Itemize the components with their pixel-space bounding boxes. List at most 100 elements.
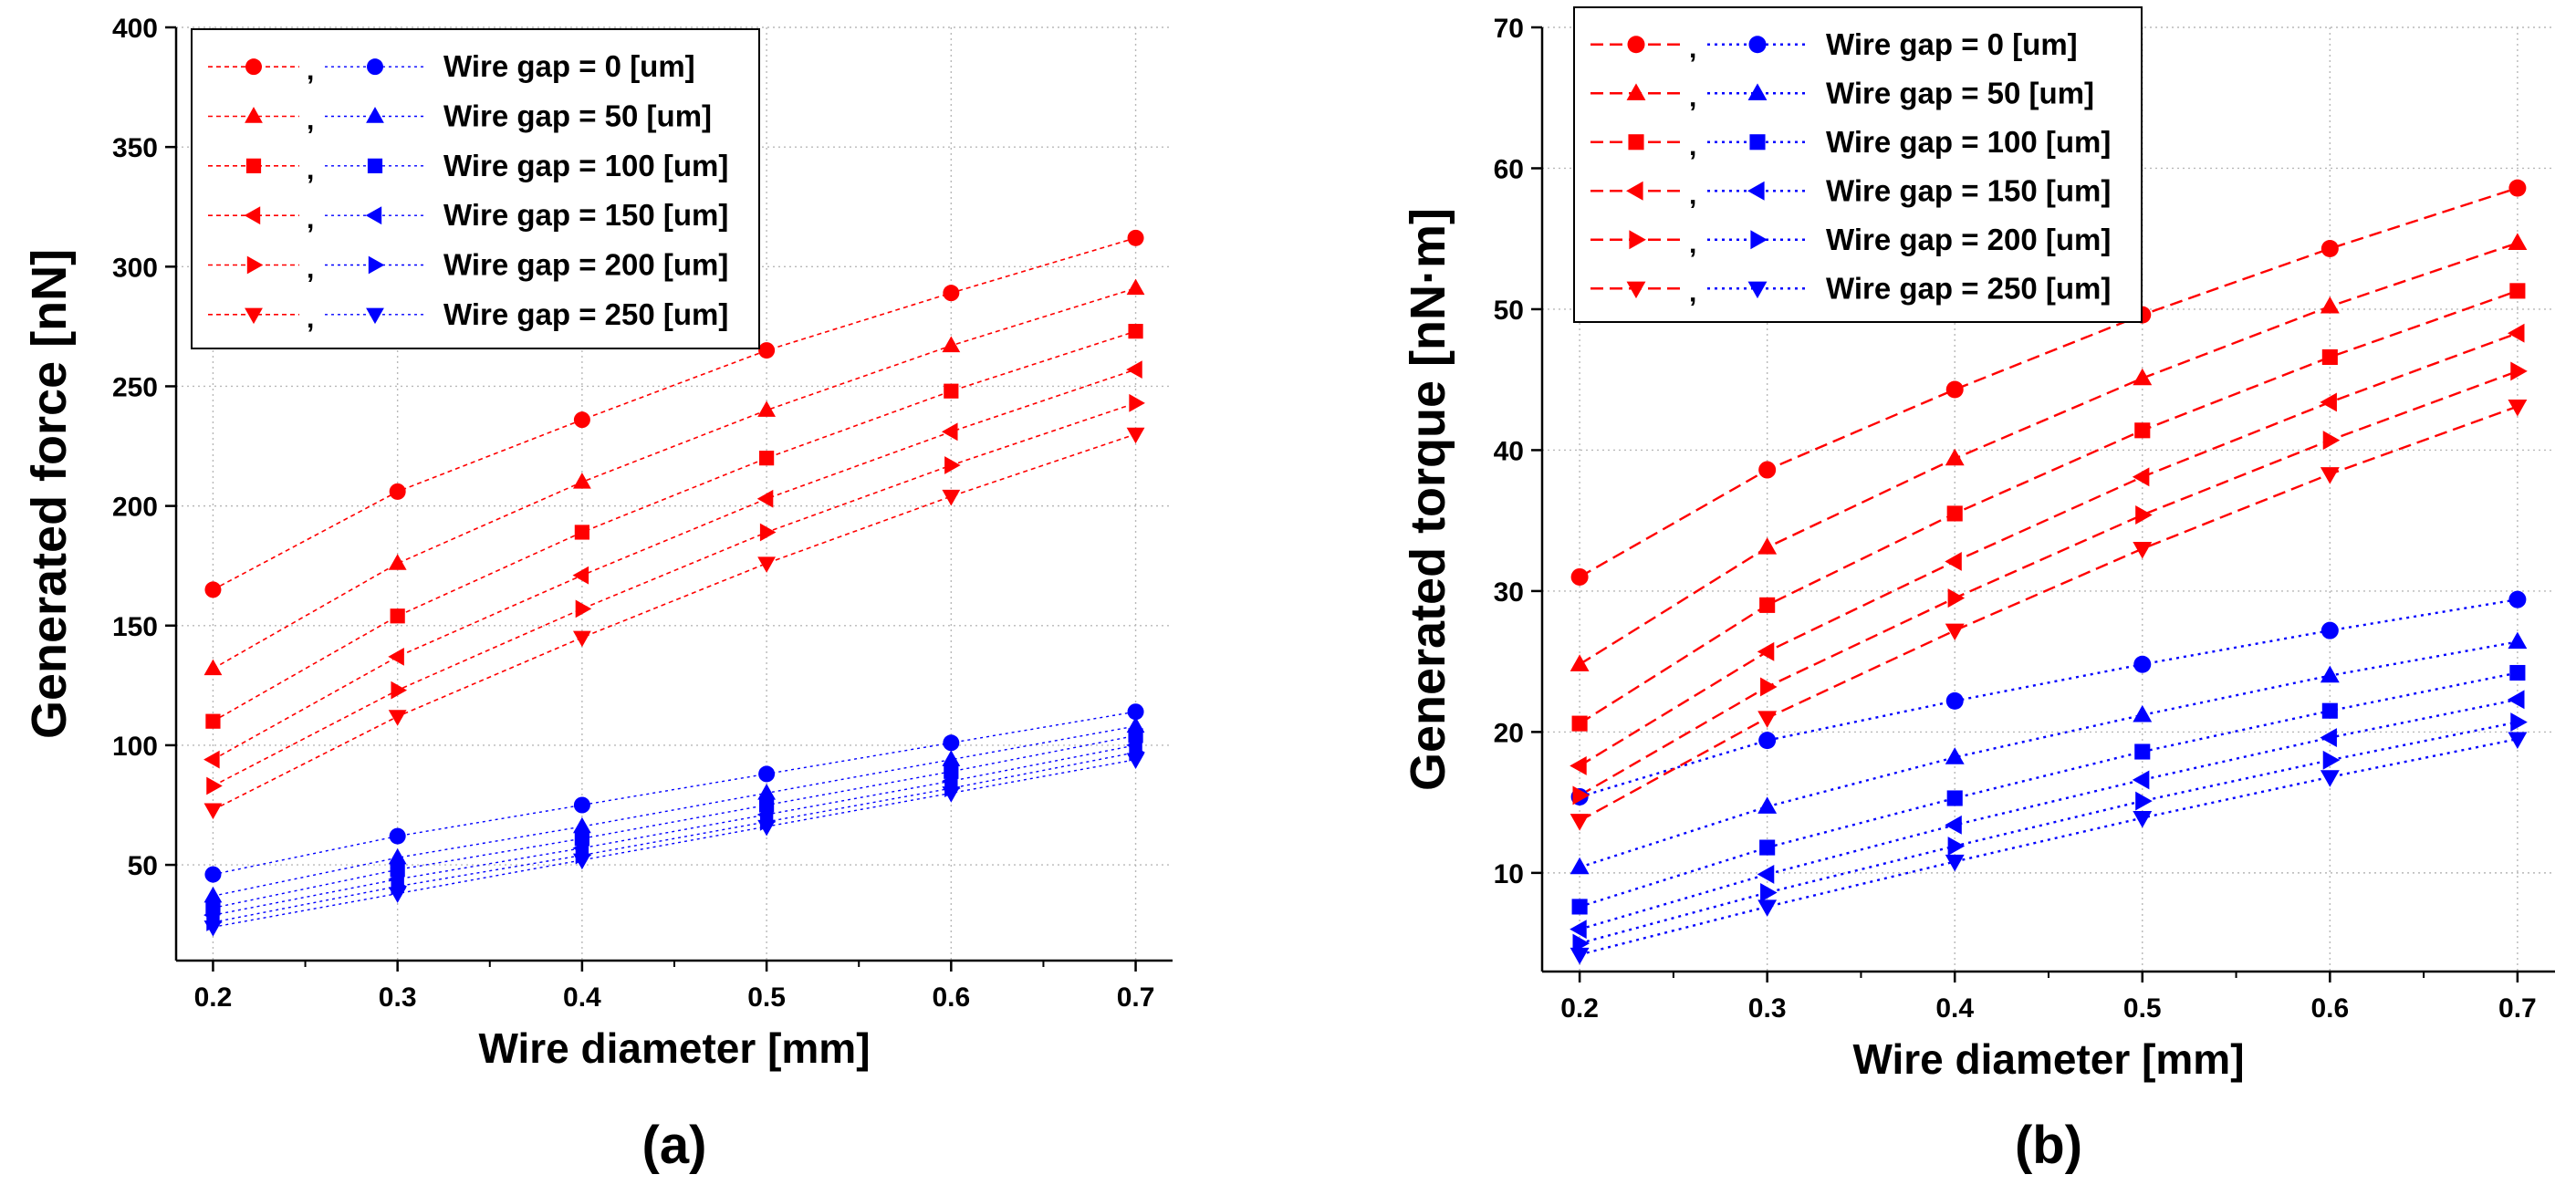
legend-entry-label: Wire gap = 0 [um] xyxy=(1826,27,2078,61)
legend-entry-label: Wire gap = 0 [um] xyxy=(443,49,695,83)
legend-red-square xyxy=(245,158,262,173)
x-tick-label: 0.6 xyxy=(932,982,970,1013)
data-point-blue-triangle-up xyxy=(388,847,407,865)
legend-separator: , xyxy=(307,155,314,185)
series-line-red-3 xyxy=(1579,332,2519,767)
data-point-red-circle xyxy=(1570,567,1589,586)
data-point-red-triangle-up xyxy=(388,554,407,570)
series-line-blue-5 xyxy=(1579,737,2519,956)
series-line-red-1 xyxy=(1579,242,2519,666)
data-point-blue-triangle-up xyxy=(1945,747,1965,764)
data-point-red-triangle-right xyxy=(1760,677,1778,697)
data-point-red-square xyxy=(1946,505,1963,522)
legend-separator: , xyxy=(307,106,314,136)
data-point-red-circle xyxy=(1945,380,1964,399)
y-tick-label: 60 xyxy=(1494,154,1524,184)
data-point-red-triangle-right xyxy=(2135,505,2153,525)
data-point-red-circle xyxy=(943,285,960,302)
legend-entry-label: Wire gap = 50 [um] xyxy=(443,99,712,133)
x-axis-title: Wire diameter [mm] xyxy=(478,1024,870,1072)
panel-label: (a) xyxy=(642,1116,707,1175)
data-point-blue-triangle-up xyxy=(1757,796,1778,814)
data-point-red-triangle-up xyxy=(2508,233,2528,250)
data-point-red-square xyxy=(1571,715,1588,732)
data-point-blue-triangle-down xyxy=(942,786,961,803)
data-point-blue-triangle-down xyxy=(2133,811,2153,828)
data-point-blue-triangle-up xyxy=(572,816,591,834)
data-point-red-triangle-down xyxy=(1570,814,1590,831)
data-point-blue-triangle-down xyxy=(203,920,223,937)
legend-entry-label: Wire gap = 200 [um] xyxy=(1826,223,2111,256)
legend-separator: , xyxy=(1689,82,1696,112)
y-axis-title: Generated torque [nN·m] xyxy=(1401,208,1455,791)
data-point-blue-circle xyxy=(943,734,960,752)
x-tick-label: 0.5 xyxy=(747,982,786,1013)
series-line-red-2 xyxy=(1579,289,2519,725)
data-point-blue-triangle-left xyxy=(2320,728,2337,748)
data-point-red-triangle-left xyxy=(203,750,220,769)
legend-separator: , xyxy=(1689,277,1696,307)
data-point-blue-circle xyxy=(2320,621,2339,639)
data-point-blue-triangle-right xyxy=(1947,837,1966,856)
data-point-red-triangle-up xyxy=(2320,296,2340,314)
data-point-red-circle xyxy=(204,581,222,598)
data-point-red-square xyxy=(944,383,959,399)
data-point-red-triangle-right xyxy=(944,456,961,474)
legend-entry-label: Wire gap = 100 [um] xyxy=(443,149,728,182)
legend-red-triangle-left xyxy=(1626,181,1643,201)
legend-blue-square xyxy=(1749,134,1766,151)
x-tick-label: 0.3 xyxy=(379,982,417,1013)
data-point-red-triangle-right xyxy=(391,681,408,700)
data-point-blue-triangle-left xyxy=(1945,815,1962,835)
legend-red-triangle-left xyxy=(244,206,261,225)
data-point-red-triangle-down xyxy=(1945,623,1965,641)
data-point-red-triangle-left xyxy=(2132,467,2150,487)
data-point-red-triangle-up xyxy=(1570,654,1590,671)
data-point-red-square xyxy=(2509,283,2526,299)
data-point-red-triangle-down xyxy=(2133,541,2153,559)
data-point-blue-circle xyxy=(573,796,590,814)
legend-blue-circle xyxy=(367,58,383,76)
legend-blue-triangle-left xyxy=(365,206,382,225)
data-point-red-square xyxy=(390,608,405,624)
data-point-red-triangle-up xyxy=(2133,368,2153,386)
panel-b-torque-chart: 0.2 0.3 0.4 0.5 0.6 0.7 10 20 30 40 50 60 70 Wire dia… xyxy=(1401,6,2555,1175)
series-line-red-1 xyxy=(213,287,1136,670)
data-point-blue-triangle-down xyxy=(1570,947,1590,965)
series-line-blue-3 xyxy=(213,744,1136,916)
data-point-red-circle xyxy=(1127,229,1144,246)
y-tick-label: 70 xyxy=(1494,14,1524,44)
y-tick-label: 150 xyxy=(112,612,158,642)
data-point-blue-square xyxy=(1759,839,1776,856)
data-point-red-circle xyxy=(758,342,776,359)
legend-blue-square xyxy=(367,158,383,173)
data-point-blue-triangle-down xyxy=(1945,854,1965,872)
data-point-red-triangle-left xyxy=(1570,756,1587,775)
data-point-red-triangle-down xyxy=(203,803,223,820)
data-point-blue-triangle-up xyxy=(1570,857,1590,875)
data-point-blue-triangle-left xyxy=(1570,920,1587,940)
legend-blue-triangle-right xyxy=(368,255,385,275)
y-tick-label: 30 xyxy=(1494,577,1524,608)
data-point-blue-circle xyxy=(204,866,222,883)
series-line-blue-3 xyxy=(1579,698,2519,930)
data-point-red-square xyxy=(1128,324,1143,339)
x-tick-label: 0.4 xyxy=(563,982,601,1013)
series-line-red-3 xyxy=(213,369,1136,761)
panel-label: (b) xyxy=(2015,1116,2082,1175)
data-point-red-triangle-up xyxy=(1757,537,1778,555)
data-point-red-triangle-down xyxy=(2508,399,2528,417)
data-point-blue-square xyxy=(2134,743,2151,760)
data-point-red-triangle-down xyxy=(388,710,407,726)
legend-blue-triangle-down xyxy=(366,307,384,325)
data-point-red-triangle-right xyxy=(2510,361,2528,381)
legend-red-triangle-down xyxy=(1626,281,1646,299)
data-point-blue-triangle-up xyxy=(2320,665,2340,683)
x-tick-label: 0.3 xyxy=(1748,993,1787,1024)
legend-entry-label: Wire gap = 150 [um] xyxy=(443,198,728,232)
data-point-red-triangle-up xyxy=(942,336,961,353)
data-point-red-square xyxy=(205,713,221,729)
y-tick-label: 100 xyxy=(112,732,158,762)
data-point-red-triangle-left xyxy=(756,489,774,508)
